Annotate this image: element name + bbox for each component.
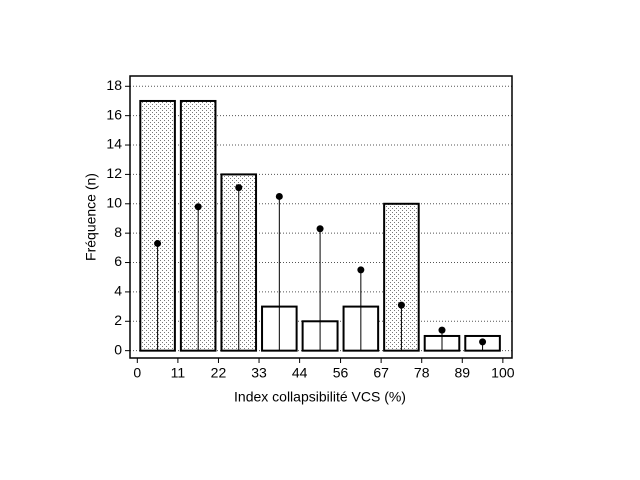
y-tick-label: 14 <box>106 136 122 152</box>
y-tick-label: 18 <box>106 77 122 93</box>
x-tick-label: 56 <box>333 365 349 381</box>
point <box>194 203 202 211</box>
y-tick-label: 8 <box>114 224 122 240</box>
y-tick-label: 6 <box>114 253 122 269</box>
x-tick-label: 11 <box>171 365 186 381</box>
x-axis-label: Index collapsibilité VCS (%) <box>234 389 406 405</box>
x-tick-label: 67 <box>373 365 389 381</box>
y-tick-label: 10 <box>106 194 122 210</box>
y-tick-label: 0 <box>114 341 122 357</box>
y-tick-label: 12 <box>106 165 122 181</box>
point <box>275 192 283 200</box>
x-tick-label: 0 <box>133 365 141 381</box>
x-tick-label: 44 <box>292 365 308 381</box>
x-tick-label: 78 <box>414 365 430 381</box>
plot-frame <box>129 75 513 359</box>
point <box>438 326 446 334</box>
point <box>357 266 365 274</box>
x-tick-label: 22 <box>211 365 227 381</box>
y-axis-label: Fréquence (n) <box>83 173 99 261</box>
point <box>316 225 324 233</box>
point <box>397 301 405 309</box>
x-tick-label: 33 <box>251 365 267 381</box>
point <box>235 184 243 192</box>
point <box>154 239 162 247</box>
y-tick-label: 4 <box>114 283 122 299</box>
y-tick-label: 2 <box>114 312 122 328</box>
x-tick-label: 89 <box>454 365 470 381</box>
x-tick-label: 100 <box>491 365 515 381</box>
y-tick-label: 16 <box>106 106 122 122</box>
point <box>479 338 487 346</box>
